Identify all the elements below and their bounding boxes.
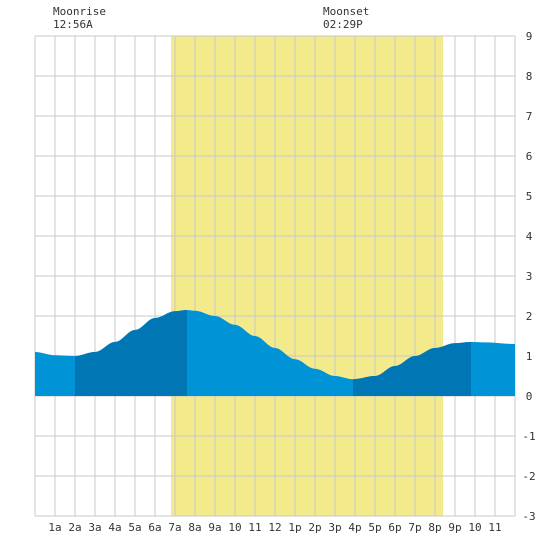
- y-tick-label: 5: [526, 190, 533, 203]
- x-tick-label: 5a: [128, 521, 141, 534]
- y-tick-label: 4: [526, 230, 533, 243]
- x-tick-label: 2p: [308, 521, 321, 534]
- x-tick-label: 5p: [368, 521, 381, 534]
- x-tick-label: 4p: [348, 521, 361, 534]
- x-tick-label: 1a: [48, 521, 61, 534]
- x-tick-label: 6p: [388, 521, 401, 534]
- y-tick-label: 3: [526, 270, 533, 283]
- x-tick-label: 11: [248, 521, 261, 534]
- x-tick-label: 1p: [288, 521, 301, 534]
- moonrise-info: Moonrise 12:56A: [53, 5, 106, 31]
- moonset-time: 02:29P: [323, 18, 363, 31]
- y-tick-label: -1: [522, 430, 535, 443]
- moonrise-label: Moonrise: [53, 5, 106, 18]
- y-tick-label: 1: [526, 350, 533, 363]
- x-tick-label: 8p: [428, 521, 441, 534]
- grid: [34, 35, 516, 517]
- moonset-info: Moonset 02:29P: [323, 5, 369, 31]
- x-tick-label: 11: [488, 521, 501, 534]
- moonset-label: Moonset: [323, 5, 370, 18]
- y-axis-labels: -3 -2 -1 0 1 2 3 4 5 6 7 8 9: [522, 30, 535, 523]
- x-tick-label: 8a: [188, 521, 201, 534]
- x-tick-label: 7p: [408, 521, 421, 534]
- x-axis-labels: 1a 2a 3a 4a 5a 6a 7a 8a 9a 10 11 12 1p 2p 3p 4p 5p 6p 7p 8p…: [48, 521, 501, 534]
- x-tick-label: 10: [468, 521, 481, 534]
- x-tick-label: 7a: [168, 521, 181, 534]
- y-tick-label: 6: [526, 150, 533, 163]
- x-tick-label: 3p: [328, 521, 341, 534]
- x-tick-label: 9a: [208, 521, 221, 534]
- x-tick-label: 9p: [448, 521, 461, 534]
- y-tick-label: 8: [526, 70, 533, 83]
- tide-area: [35, 310, 515, 396]
- x-tick-label: 6a: [148, 521, 161, 534]
- tide-area-dark: [353, 342, 471, 396]
- y-tick-label: 0: [526, 390, 533, 403]
- x-tick-label: 4a: [108, 521, 121, 534]
- tide-area-dark: [75, 310, 187, 396]
- y-tick-label: -2: [522, 470, 535, 483]
- y-tick-label: 9: [526, 30, 533, 43]
- moonrise-time: 12:56A: [53, 18, 93, 31]
- y-tick-label: 7: [526, 110, 533, 123]
- x-tick-label: 3a: [88, 521, 101, 534]
- x-tick-label: 2a: [68, 521, 81, 534]
- y-tick-label: 2: [526, 310, 533, 323]
- x-tick-label: 10: [228, 521, 241, 534]
- y-tick-label: -3: [522, 510, 535, 523]
- x-tick-label: 12: [268, 521, 281, 534]
